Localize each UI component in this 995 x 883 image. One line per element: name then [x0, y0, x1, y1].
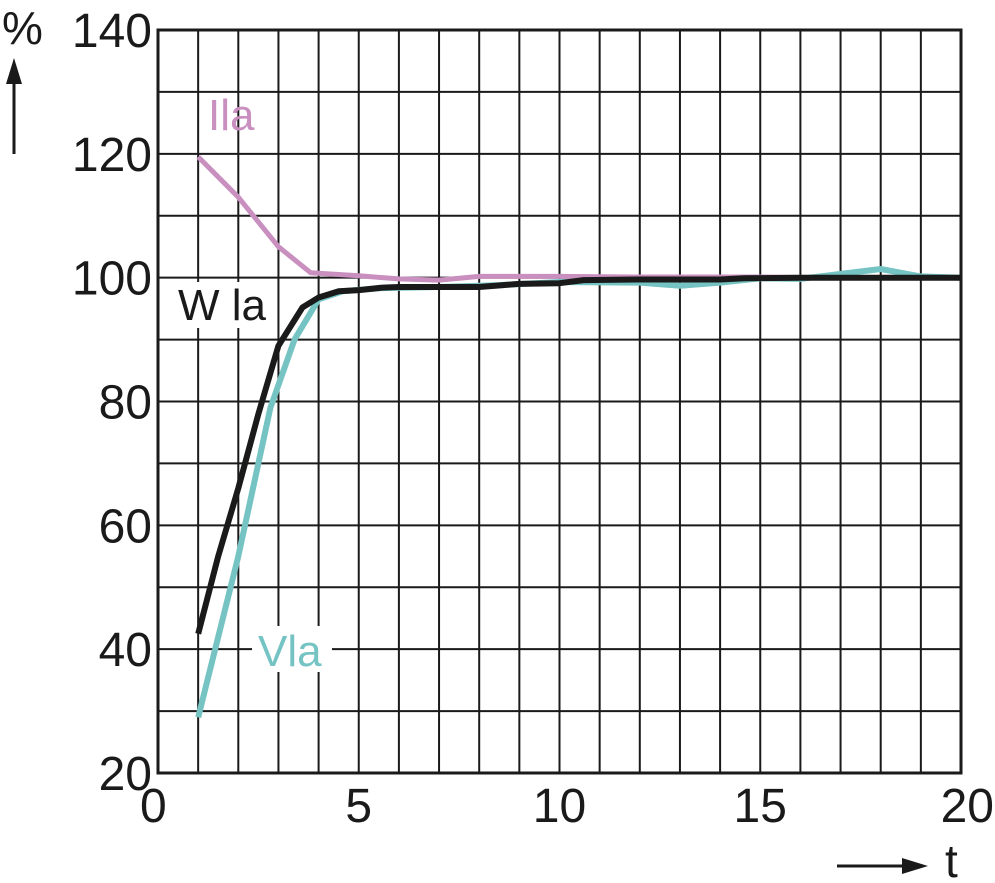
y-axis-arrow-icon	[6, 58, 22, 154]
x-axis-label: t	[945, 835, 958, 883]
grid	[158, 30, 961, 773]
y-tick-label: 40	[99, 624, 152, 677]
y-tick-label: 60	[99, 500, 152, 553]
x-tick-labels: 0 5 10 15 20	[140, 780, 994, 833]
series-label-wla-backdrop	[170, 282, 270, 328]
y-tick-labels: 20 40 60 80 100 120 140	[72, 5, 152, 801]
y-axis-unit-label: %	[2, 2, 43, 54]
x-tick-label: 20	[941, 780, 994, 833]
plot-frame	[156, 28, 963, 775]
x-tick-label: 0	[140, 780, 167, 833]
series-label-wla: W la	[178, 281, 267, 330]
x-axis-arrow-icon	[837, 858, 928, 874]
y-tick-label: 20	[99, 748, 152, 801]
x-tick-label: 5	[345, 780, 372, 833]
series-label-vla-backdrop	[252, 626, 332, 672]
series-label-vla: Vla	[258, 627, 322, 676]
x-tick-label: 10	[533, 780, 586, 833]
y-tick-label: 120	[72, 129, 152, 182]
x-tick-label: 15	[734, 780, 787, 833]
y-tick-label: 100	[72, 253, 152, 306]
series-line-ila	[196, 155, 961, 283]
y-tick-label: 80	[99, 377, 152, 430]
series-layer	[195, 155, 961, 719]
series-label-ila: Ila	[208, 91, 255, 140]
y-tick-label: 140	[72, 5, 152, 58]
series-line-wla	[195, 274, 961, 635]
